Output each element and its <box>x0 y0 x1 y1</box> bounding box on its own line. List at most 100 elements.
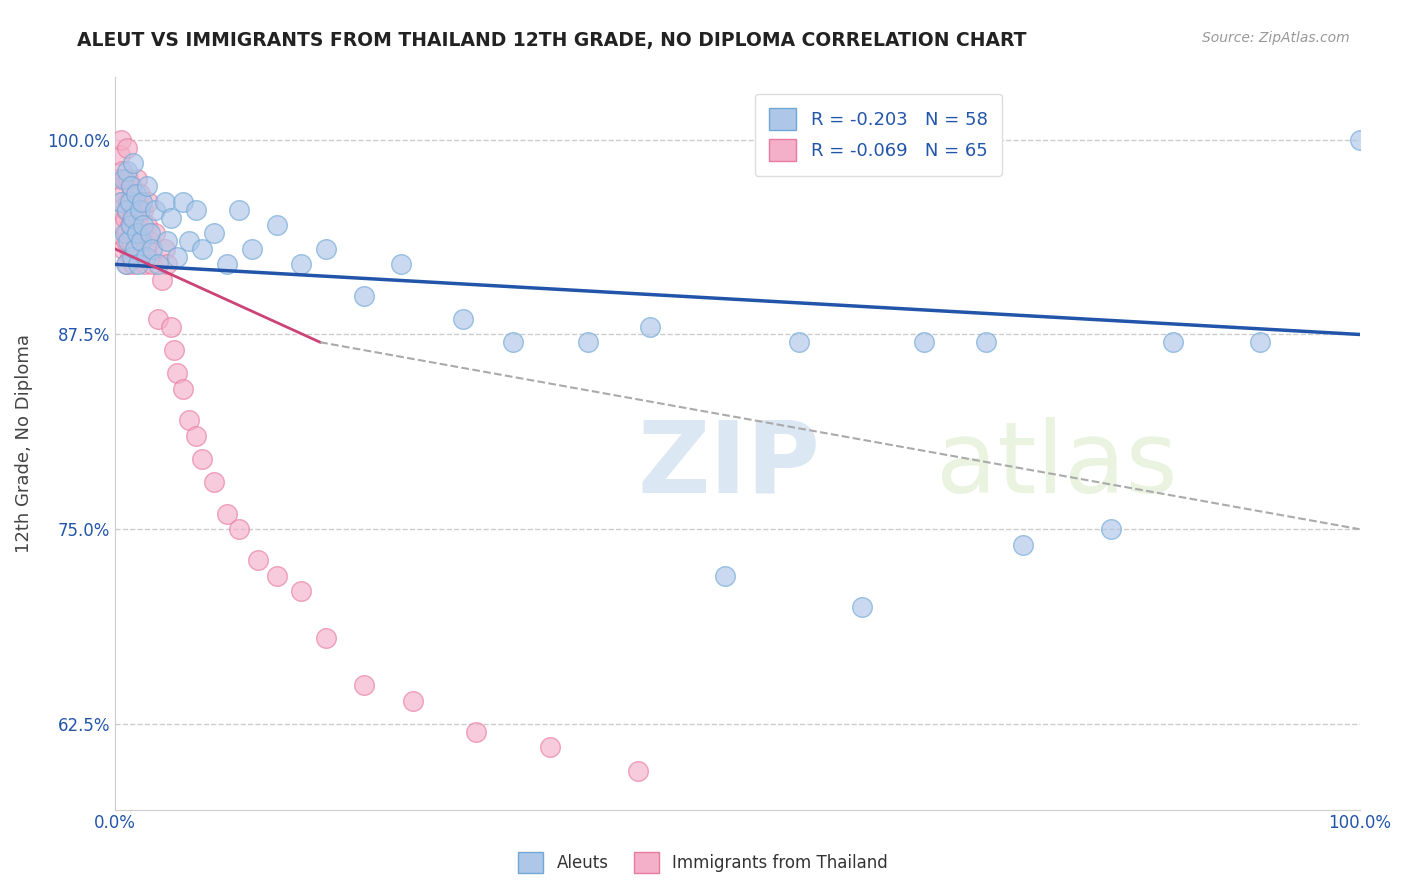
Point <box>143 202 166 217</box>
Point <box>111 164 134 178</box>
Point <box>122 226 145 240</box>
Point <box>290 257 312 271</box>
Point <box>127 211 149 225</box>
Point <box>266 569 288 583</box>
Point <box>132 202 155 217</box>
Point <box>266 219 288 233</box>
Text: Source: ZipAtlas.com: Source: ZipAtlas.com <box>1202 31 1350 45</box>
Point <box>179 413 201 427</box>
Point <box>127 171 149 186</box>
Point <box>115 257 138 271</box>
Point <box>115 202 138 217</box>
Point <box>138 226 160 240</box>
Point <box>135 250 157 264</box>
Point <box>143 226 166 240</box>
Point <box>153 242 176 256</box>
Point <box>115 140 138 154</box>
Point <box>120 234 142 248</box>
Point <box>148 257 170 271</box>
Point <box>974 335 997 350</box>
Point <box>131 195 153 210</box>
Point <box>115 226 138 240</box>
Point <box>150 273 173 287</box>
Point <box>141 242 163 256</box>
Point <box>132 219 155 233</box>
Point <box>912 335 935 350</box>
Point <box>638 319 661 334</box>
Point <box>453 311 475 326</box>
Point <box>626 764 648 778</box>
Point <box>240 242 263 256</box>
Point <box>121 187 143 202</box>
Point <box>156 234 179 248</box>
Point <box>114 226 136 240</box>
Point <box>538 740 561 755</box>
Point <box>112 187 135 202</box>
Point <box>129 234 152 248</box>
Point <box>138 195 160 210</box>
Point <box>202 475 225 490</box>
Point <box>124 242 146 256</box>
Point <box>115 164 138 178</box>
Point <box>290 584 312 599</box>
Point <box>179 234 201 248</box>
Point <box>464 724 486 739</box>
Point <box>172 195 194 210</box>
Point <box>108 148 131 162</box>
Point <box>315 631 337 645</box>
Legend: R = -0.203   N = 58, R = -0.069   N = 65: R = -0.203 N = 58, R = -0.069 N = 65 <box>755 94 1002 176</box>
Point <box>136 179 159 194</box>
Point <box>124 202 146 217</box>
Point <box>124 242 146 256</box>
Point <box>110 195 132 210</box>
Point <box>353 288 375 302</box>
Point <box>159 211 181 225</box>
Point <box>172 382 194 396</box>
Point <box>141 257 163 271</box>
Point <box>122 156 145 170</box>
Point <box>129 250 152 264</box>
Point <box>502 335 524 350</box>
Point <box>114 171 136 186</box>
Point <box>117 195 139 210</box>
Point <box>184 202 207 217</box>
Point <box>163 343 186 357</box>
Point <box>136 219 159 233</box>
Point <box>118 195 141 210</box>
Point <box>110 195 132 210</box>
Legend: Aleuts, Immigrants from Thailand: Aleuts, Immigrants from Thailand <box>512 846 894 880</box>
Point <box>166 367 188 381</box>
Point <box>353 678 375 692</box>
Point <box>118 219 141 233</box>
Point <box>121 250 143 264</box>
Point <box>228 522 250 536</box>
Point <box>148 311 170 326</box>
Point <box>122 257 145 271</box>
Y-axis label: 12th Grade, No Diploma: 12th Grade, No Diploma <box>15 334 32 553</box>
Point <box>215 257 238 271</box>
Point <box>389 257 412 271</box>
Point <box>114 211 136 225</box>
Point <box>156 257 179 271</box>
Point <box>117 234 139 248</box>
Point <box>120 179 142 194</box>
Point <box>134 257 156 271</box>
Point <box>117 171 139 186</box>
Point <box>115 257 138 271</box>
Point <box>1012 538 1035 552</box>
Point <box>166 250 188 264</box>
Point <box>131 226 153 240</box>
Point <box>127 257 149 271</box>
Point <box>191 452 214 467</box>
Point <box>202 226 225 240</box>
Point <box>1348 133 1371 147</box>
Point <box>115 202 138 217</box>
Point <box>115 234 138 248</box>
Text: ZIP: ZIP <box>637 417 821 514</box>
Point <box>121 211 143 225</box>
Text: atlas: atlas <box>936 417 1178 514</box>
Point <box>125 195 148 210</box>
Point <box>112 171 135 186</box>
Point <box>159 319 181 334</box>
Point <box>112 242 135 256</box>
